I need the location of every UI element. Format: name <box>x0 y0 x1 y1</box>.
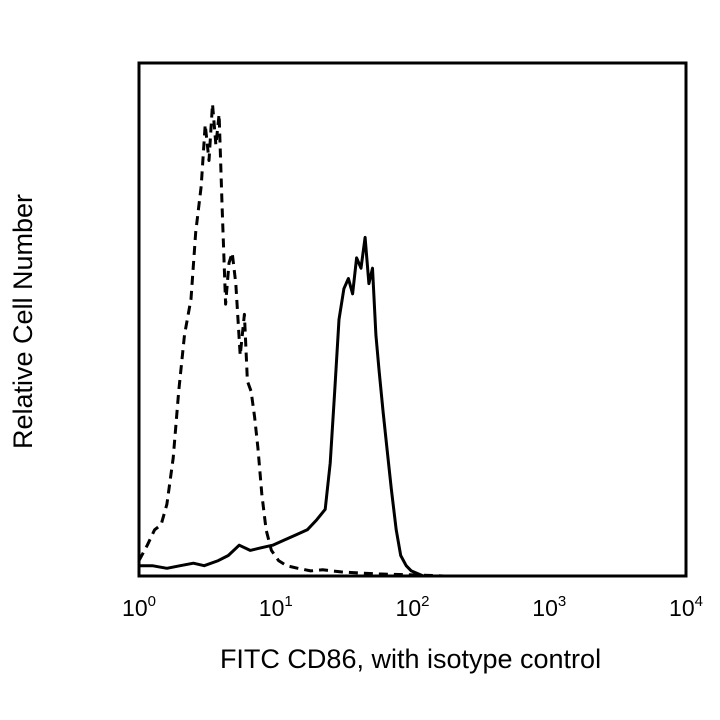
x-tick-label: 104 <box>669 593 703 621</box>
series-layer <box>137 102 445 578</box>
dashed-histogram-line <box>137 102 445 578</box>
x-tick-label: 100 <box>122 593 156 621</box>
x-tick-label: 102 <box>396 593 430 621</box>
y-axis-label: Relative Cell Number <box>8 194 38 449</box>
plot-frame <box>137 61 688 578</box>
x-tick-labels: 100 101 102 103 104 <box>122 593 703 621</box>
x-tick-label: 101 <box>259 593 293 621</box>
solid-histogram-line <box>139 235 424 578</box>
x-axis-label: FITC CD86, with isotype control <box>220 644 601 674</box>
x-tick-label: 103 <box>532 593 566 621</box>
